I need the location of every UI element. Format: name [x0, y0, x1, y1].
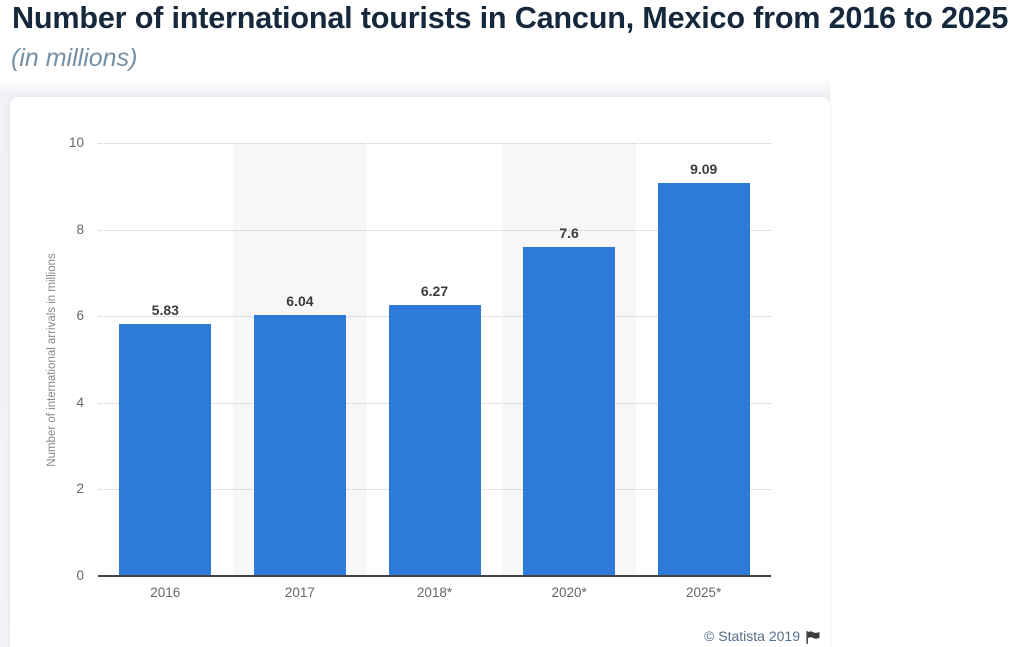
gridline	[98, 143, 771, 145]
copyright-credit: © Statista 2019	[704, 628, 820, 644]
bar-2017	[253, 314, 346, 576]
y-axis-tick-label: 10	[68, 135, 84, 151]
bar-2018*	[388, 304, 481, 576]
bar-value-label: 5.83	[151, 301, 179, 318]
bar-value-label: 6.27	[420, 282, 449, 299]
bar-2025*	[657, 182, 750, 576]
x-axis-tick-label: 2018*	[416, 585, 453, 601]
bar-value-label: 7.6	[559, 225, 579, 242]
y-axis-tick-label: 2	[76, 481, 84, 497]
x-axis-tick-label: 2016	[150, 585, 181, 601]
y-axis-tick-label: 8	[76, 221, 84, 237]
y-axis-tick-label: 4	[76, 394, 84, 410]
bar-value-label: 6.04	[286, 292, 314, 309]
x-axis-tick-label: 2017	[284, 585, 315, 601]
credit-text: © Statista 2019	[704, 628, 800, 644]
bar-2016	[119, 323, 212, 576]
y-axis-tick-label: 0	[76, 567, 84, 583]
y-axis-title: Number of international arrivals in mill…	[46, 252, 58, 467]
x-axis-tick-label: 2020*	[551, 585, 587, 601]
page-subtitle: (in millions)	[11, 44, 138, 72]
bar-value-label: 9.09	[690, 160, 718, 177]
gridline	[98, 229, 771, 231]
x-axis-tick-label: 2025*	[686, 585, 722, 601]
flag-icon	[806, 630, 820, 644]
chart-card: 0 2 4 6 8 10 5.83 2016 6.04 2017 6.27 2018* 7.6 2020*…	[10, 97, 830, 647]
y-axis-tick-label: 6	[76, 308, 84, 324]
x-axis-line	[98, 574, 771, 577]
page-title: Number of international tourists in Canc…	[12, 1, 1009, 35]
bar-2020*	[523, 247, 616, 576]
